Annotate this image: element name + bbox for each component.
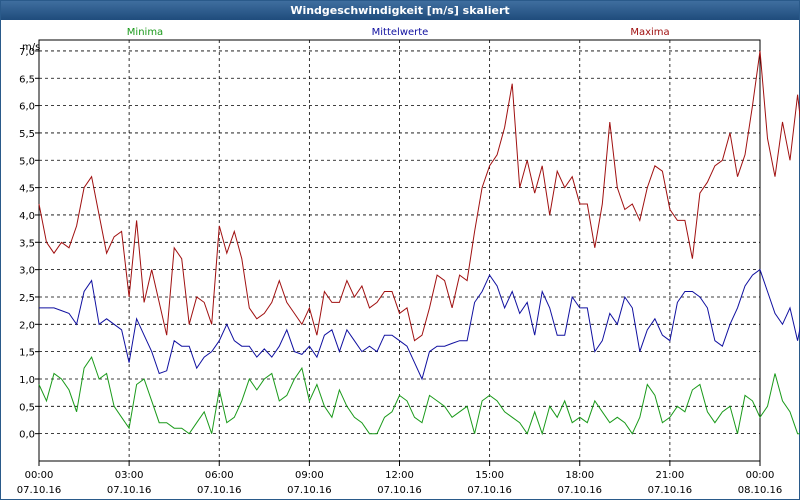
y-tick-label: 3,0 <box>19 266 35 277</box>
legend-label-maxima: Maxima <box>630 27 669 38</box>
x-tick-date: 07.10.16 <box>467 485 512 496</box>
x-tick-date: 07.10.16 <box>197 485 242 496</box>
y-tick-label: 4,5 <box>19 184 35 195</box>
x-tick-date: 07.10.16 <box>107 485 152 496</box>
y-tick-label: 7,0 <box>19 47 35 58</box>
x-tick-time: 06:00 <box>205 470 234 481</box>
x-tick-date: 07.10.16 <box>17 485 62 496</box>
x-tick-time: 03:00 <box>115 470 144 481</box>
y-axis: 7,0 6,5 6,0 5,5 5,0 4,5 4,0 3,5 3,0 2,5 2,0 1,5 1,0 0… <box>19 47 39 441</box>
series-line-mittelwerte <box>39 268 800 381</box>
series-line-maxima <box>38 50 800 342</box>
x-tick-time: 00:00 <box>25 470 54 481</box>
y-tick-label: 0,5 <box>19 402 35 413</box>
series-line-minima <box>38 355 800 436</box>
y-tick-label: 5,0 <box>19 156 35 167</box>
x-tick-time: 21:00 <box>655 470 684 481</box>
x-tick-date: 07.10.16 <box>377 485 422 496</box>
legend-label-mittelwerte: Mittelwerte <box>372 27 429 38</box>
y-tick-label: 4,0 <box>19 211 35 222</box>
y-tick-label: 0,0 <box>19 430 35 441</box>
x-tick-time: 00:00 <box>746 470 775 481</box>
y-tick-label: 6,5 <box>19 74 35 85</box>
x-tick-time: 09:00 <box>295 470 324 481</box>
y-tick-label: 2,0 <box>19 320 35 331</box>
y-tick-label: 1,5 <box>19 348 35 359</box>
series-lines <box>38 50 800 436</box>
x-tick-time: 15:00 <box>475 470 504 481</box>
x-axis: 00:00 07.10.16 03:00 07.10.16 06:00 07.10.16 0… <box>17 461 783 496</box>
x-tick-date: 07.10.16 <box>287 485 332 496</box>
y-tick-label: 5,5 <box>19 129 35 140</box>
window-title: Windgeschwindigkeit [m/s] skaliert <box>1 1 799 20</box>
y-tick-label: 6,0 <box>19 102 35 113</box>
x-tick-date: 07.10.16 <box>557 485 602 496</box>
y-tick-label: 3,5 <box>19 238 35 249</box>
y-tick-label: 2,5 <box>19 293 35 304</box>
x-tick-time: 12:00 <box>385 470 414 481</box>
x-tick-time: 18:00 <box>565 470 594 481</box>
legend: Minima Mittelwerte Maxima <box>127 27 670 38</box>
x-tick-date: 08.10.16 <box>738 485 783 496</box>
x-tick-date: 07.10.16 <box>648 485 693 496</box>
y-tick-label: 1,0 <box>19 375 35 386</box>
grid-lines <box>39 40 760 461</box>
legend-label-minima: Minima <box>127 27 163 38</box>
y-axis-label: m/s <box>22 42 40 53</box>
